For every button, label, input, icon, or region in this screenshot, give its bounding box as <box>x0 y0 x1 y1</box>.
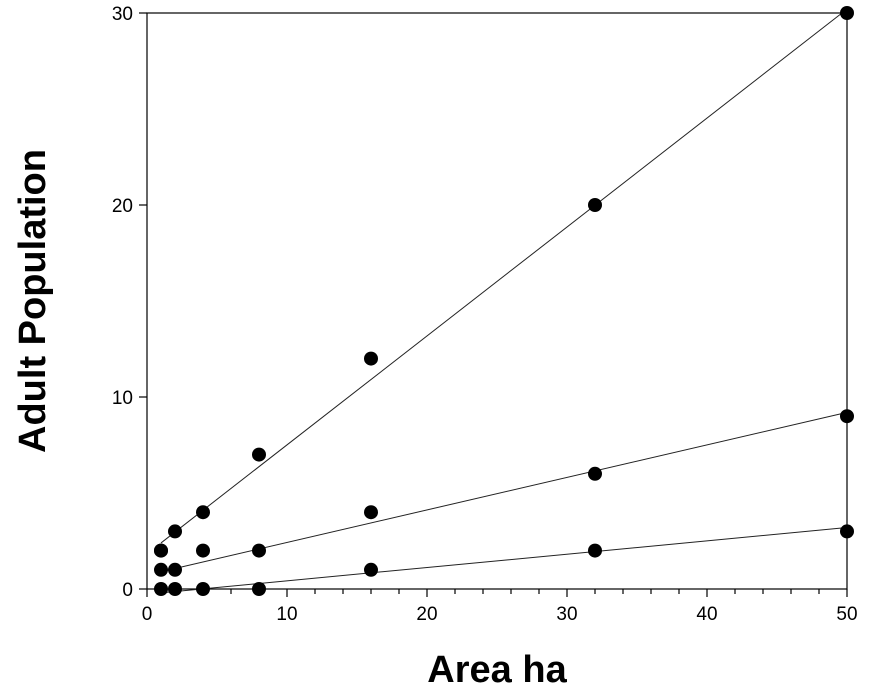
y-axis-title: Adult Population <box>12 149 54 453</box>
data-point-series-1 <box>252 447 266 462</box>
data-point-series-3 <box>154 582 168 596</box>
data-point-series-2 <box>168 562 182 577</box>
x-tick-label: 20 <box>416 604 437 625</box>
y-tick-label: 10 <box>112 388 133 409</box>
fit-lines <box>160 8 848 594</box>
x-axis: 0 10 20 30 40 50 <box>142 589 858 625</box>
x-tick-label: 10 <box>276 604 297 625</box>
y-axis: 0 10 20 30 <box>112 4 147 601</box>
data-point-series-1 <box>196 505 210 520</box>
data-point-series-1 <box>364 351 378 366</box>
fit-line-1 <box>160 8 848 544</box>
y-tick-label: 20 <box>112 196 133 217</box>
x-tick-label: 50 <box>836 604 857 625</box>
x-tick-label: 30 <box>556 604 577 625</box>
data-points <box>154 6 854 596</box>
data-point-series-1 <box>840 6 854 20</box>
data-point-series-2 <box>252 543 266 558</box>
data-point-series-2 <box>840 409 854 424</box>
plot-frame <box>146 12 848 590</box>
data-point-series-1 <box>588 198 602 212</box>
data-point-series-1 <box>154 543 168 558</box>
x-axis-title: Area ha <box>427 649 567 690</box>
fit-line-2 <box>160 411 848 573</box>
data-point-series-3 <box>840 524 854 539</box>
data-point-series-2 <box>364 505 378 520</box>
data-point-series-1 <box>168 524 182 539</box>
y-tick-label: 0 <box>122 580 133 601</box>
x-tick-label: 0 <box>142 604 153 625</box>
data-point-series-3 <box>364 562 378 577</box>
y-tick-label: 30 <box>112 4 133 25</box>
x-tick-label: 40 <box>696 604 717 625</box>
data-point-series-2 <box>154 562 168 577</box>
fit-line-3 <box>160 527 848 594</box>
data-point-series-3 <box>588 543 602 558</box>
data-point-series-2 <box>196 543 210 558</box>
data-point-series-2 <box>588 466 602 481</box>
